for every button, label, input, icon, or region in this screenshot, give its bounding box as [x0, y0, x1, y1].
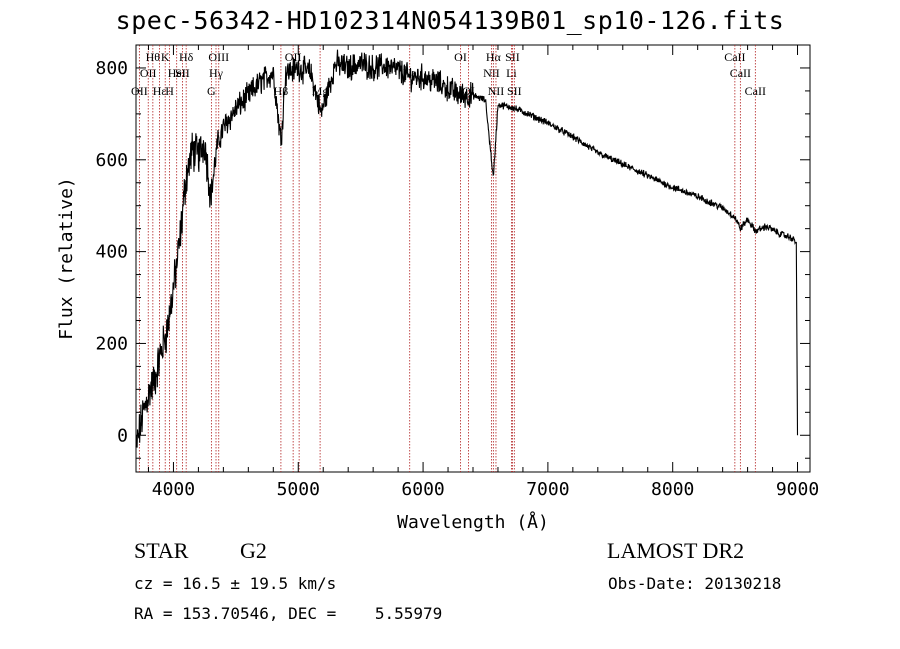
chart-title: spec-56342-HD102314N054139B01_sp10-126.f…	[115, 6, 785, 35]
line-marker-label-5: H	[165, 84, 174, 98]
radec-text: RA = 153.70546, DEC = 5.55979	[134, 604, 443, 623]
x-axis-label: Wavelength (Å)	[397, 511, 549, 533]
line-marker-label-22: Li	[506, 66, 517, 80]
line-marker-label-2: Hθ	[146, 50, 161, 64]
line-marker-label-8: Hδ	[179, 50, 194, 64]
line-marker-label-17: OI	[454, 50, 467, 64]
line-marker-label-6: HeI	[168, 66, 186, 80]
line-marker-label-4: K	[161, 50, 170, 64]
y-tick-label-1: 200	[95, 333, 128, 354]
x-tick-label-2: 6000	[401, 479, 444, 500]
line-marker-label-25: CaII	[724, 50, 745, 64]
line-marker-label-9: G	[207, 84, 216, 98]
spectrum-line	[135, 49, 799, 448]
line-marker-label-7: SII	[175, 66, 190, 80]
line-marker-label-24: SII	[507, 84, 522, 98]
line-marker-label-14: I	[297, 50, 301, 64]
y-tick-label-2: 400	[95, 242, 128, 263]
x-tick-label-4: 8000	[651, 479, 694, 500]
y-axis-label: Flux (relative)	[56, 177, 77, 340]
line-marker-label-27: CaII	[745, 84, 766, 98]
x-tick-label-0: 4000	[152, 479, 195, 500]
line-marker-label-23: SII	[505, 50, 520, 64]
survey-name: LAMOST DR2	[607, 538, 745, 563]
line-markers: OIIOIIHθHεKHHeISIIHδGHγOIIIHβOIIIMgNaOIO…	[131, 45, 766, 472]
obs-date-text: Obs-Date: 20130218	[608, 574, 782, 593]
redshift-text: cz = 16.5 ± 19.5 km/s	[134, 574, 337, 593]
y-tick-label-3: 600	[95, 150, 128, 171]
x-tick-label-3: 7000	[526, 479, 569, 500]
line-marker-label-10: Hγ	[209, 66, 224, 80]
object-subclass: G2	[240, 538, 267, 563]
line-marker-label-26: CaII	[730, 66, 751, 80]
line-marker-label-13: OII	[285, 50, 302, 64]
y-tick-label-4: 800	[95, 58, 128, 79]
line-marker-label-19: NII	[483, 66, 500, 80]
axis-ticks: 4000 5000 6000 7000 8000 9000 0 200 400 600 800	[95, 44, 819, 500]
y-tick-label-0: 0	[117, 425, 128, 446]
line-marker-label-3: Hε	[153, 84, 167, 98]
line-marker-label-21: NII	[488, 84, 505, 98]
x-tick-label-5: 9000	[776, 479, 819, 500]
line-marker-label-11: OIII	[208, 50, 229, 64]
x-tick-label-1: 5000	[277, 479, 320, 500]
line-marker-label-20: Hα	[486, 50, 502, 64]
line-marker-label-1: OII	[140, 66, 157, 80]
object-class: STAR	[134, 538, 189, 563]
